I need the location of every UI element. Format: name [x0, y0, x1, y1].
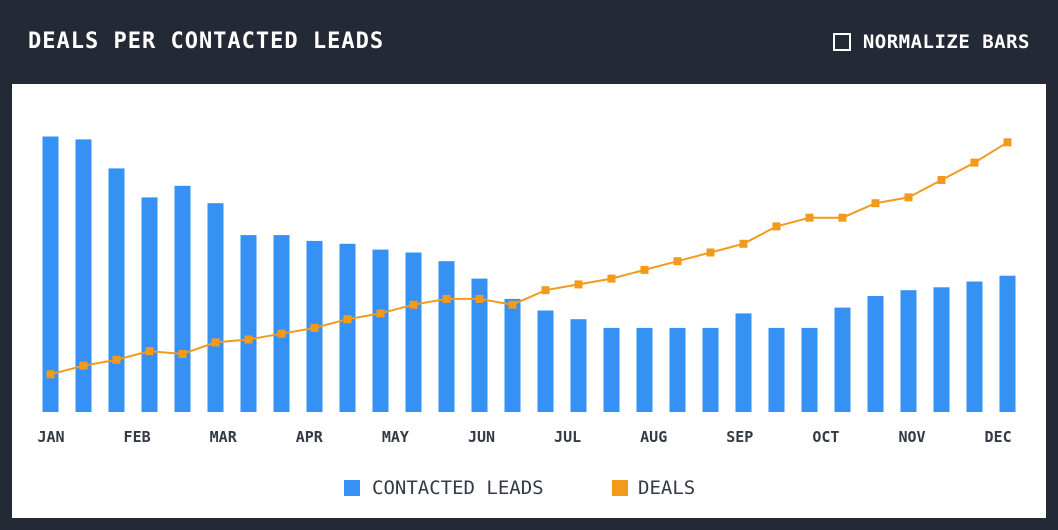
- bars-layer: [42, 136, 1016, 413]
- contacted-leads-bar[interactable]: [603, 327, 620, 412]
- legend-swatch-contacted-leads: [344, 480, 360, 496]
- contacted-leads-bar[interactable]: [75, 139, 92, 412]
- deals-point[interactable]: [46, 370, 55, 379]
- legend: CONTACTED LEADS DEALS: [344, 477, 695, 499]
- deals-point[interactable]: [343, 315, 352, 324]
- x-tick-label: DEC: [985, 428, 1012, 446]
- x-tick-label: NOV: [898, 428, 925, 446]
- deals-line: [50, 141, 1009, 376]
- deals-point[interactable]: [178, 350, 187, 358]
- deals-point[interactable]: [1003, 138, 1012, 147]
- deals-point[interactable]: [772, 222, 781, 231]
- deals-point[interactable]: [904, 193, 913, 202]
- contacted-leads-bar[interactable]: [735, 313, 752, 412]
- contacted-leads-bar[interactable]: [141, 197, 158, 412]
- deals-point[interactable]: [937, 176, 946, 184]
- deals-point[interactable]: [607, 274, 616, 283]
- contacted-leads-bar[interactable]: [372, 249, 389, 412]
- deals-point[interactable]: [970, 158, 979, 167]
- x-tick-label: AUG: [640, 428, 667, 446]
- x-axis-ticks: JAN FEB MAR APR MAY JUN JUL AUG SEP OCT NOV DEC: [37, 428, 1011, 446]
- contacted-leads-bar[interactable]: [438, 261, 455, 412]
- x-tick-label: APR: [296, 428, 324, 446]
- contacted-leads-bar[interactable]: [702, 327, 719, 412]
- x-tick-label: MAY: [382, 428, 409, 446]
- chart-svg: JAN FEB MAR APR MAY JUN JUL AUG SEP OCT NOV DEC CON…: [37, 136, 1016, 499]
- contacted-leads-bar[interactable]: [669, 327, 686, 412]
- deals-point[interactable]: [805, 213, 814, 222]
- x-tick-label: MAR: [210, 428, 238, 446]
- deals-point[interactable]: [541, 286, 550, 295]
- deals-line-layer: [46, 138, 1012, 379]
- contacted-leads-bar[interactable]: [504, 298, 521, 412]
- contacted-leads-bar[interactable]: [636, 327, 653, 412]
- deals-point[interactable]: [442, 294, 451, 303]
- contacted-leads-bar[interactable]: [174, 185, 191, 412]
- contacted-leads-bar[interactable]: [537, 310, 554, 413]
- contacted-leads-bar[interactable]: [867, 296, 884, 412]
- contacted-leads-bar[interactable]: [339, 243, 356, 412]
- contacted-leads-bar[interactable]: [471, 278, 488, 412]
- contacted-leads-bar[interactable]: [273, 235, 290, 412]
- legend-label-deals[interactable]: DEALS: [638, 477, 695, 499]
- contacted-leads-bar[interactable]: [999, 275, 1016, 412]
- legend-swatch-deals: [612, 480, 628, 496]
- deals-point[interactable]: [871, 199, 880, 208]
- chart-title: DEALS PER CONTACTED LEADS: [28, 29, 385, 54]
- contacted-leads-bar[interactable]: [801, 327, 818, 412]
- x-tick-label: JUN: [468, 428, 495, 446]
- contacted-leads-bar[interactable]: [240, 235, 257, 412]
- contacted-leads-bar[interactable]: [900, 290, 917, 412]
- x-tick-label: FEB: [124, 428, 151, 446]
- normalize-bars-label[interactable]: NORMALIZE BARS: [862, 31, 1030, 53]
- deals-point[interactable]: [673, 257, 682, 266]
- deals-point[interactable]: [409, 300, 418, 309]
- contacted-leads-bar[interactable]: [570, 319, 587, 412]
- x-tick-label: OCT: [812, 428, 839, 446]
- card-header: DEALS PER CONTACTED LEADS NORMALIZE BARS: [0, 0, 1058, 84]
- deals-point[interactable]: [79, 361, 88, 370]
- deals-point[interactable]: [838, 213, 847, 222]
- contacted-leads-bar[interactable]: [834, 307, 851, 412]
- contacted-leads-bar[interactable]: [108, 168, 125, 412]
- x-tick-label: SEP: [726, 428, 753, 446]
- contacted-leads-bar[interactable]: [405, 252, 422, 413]
- deals-point[interactable]: [244, 335, 253, 344]
- normalize-bars-toggle[interactable]: NORMALIZE BARS: [832, 28, 1030, 56]
- deals-point[interactable]: [739, 239, 748, 248]
- deals-point[interactable]: [475, 294, 484, 303]
- deals-point[interactable]: [640, 265, 649, 274]
- contacted-leads-bar[interactable]: [42, 136, 59, 413]
- deals-point[interactable]: [112, 355, 121, 364]
- deals-point[interactable]: [145, 347, 154, 356]
- deals-point[interactable]: [508, 300, 517, 309]
- contacted-leads-bar[interactable]: [207, 203, 224, 412]
- deals-point[interactable]: [277, 329, 286, 338]
- contacted-leads-bar[interactable]: [933, 287, 950, 412]
- x-tick-label: JAN: [37, 428, 64, 446]
- x-tick-label: JUL: [554, 428, 581, 446]
- deals-point[interactable]: [574, 280, 583, 289]
- legend-label-contacted-leads[interactable]: CONTACTED LEADS: [372, 477, 544, 499]
- chart-panel: JAN FEB MAR APR MAY JUN JUL AUG SEP OCT NOV DEC CON…: [12, 84, 1046, 518]
- deals-point[interactable]: [376, 309, 385, 318]
- normalize-bars-checkbox[interactable]: [832, 33, 851, 51]
- deals-point[interactable]: [211, 338, 220, 347]
- deals-point[interactable]: [706, 248, 715, 257]
- contacted-leads-bar[interactable]: [768, 327, 785, 412]
- contacted-leads-bar[interactable]: [966, 281, 983, 413]
- deals-point[interactable]: [310, 323, 319, 332]
